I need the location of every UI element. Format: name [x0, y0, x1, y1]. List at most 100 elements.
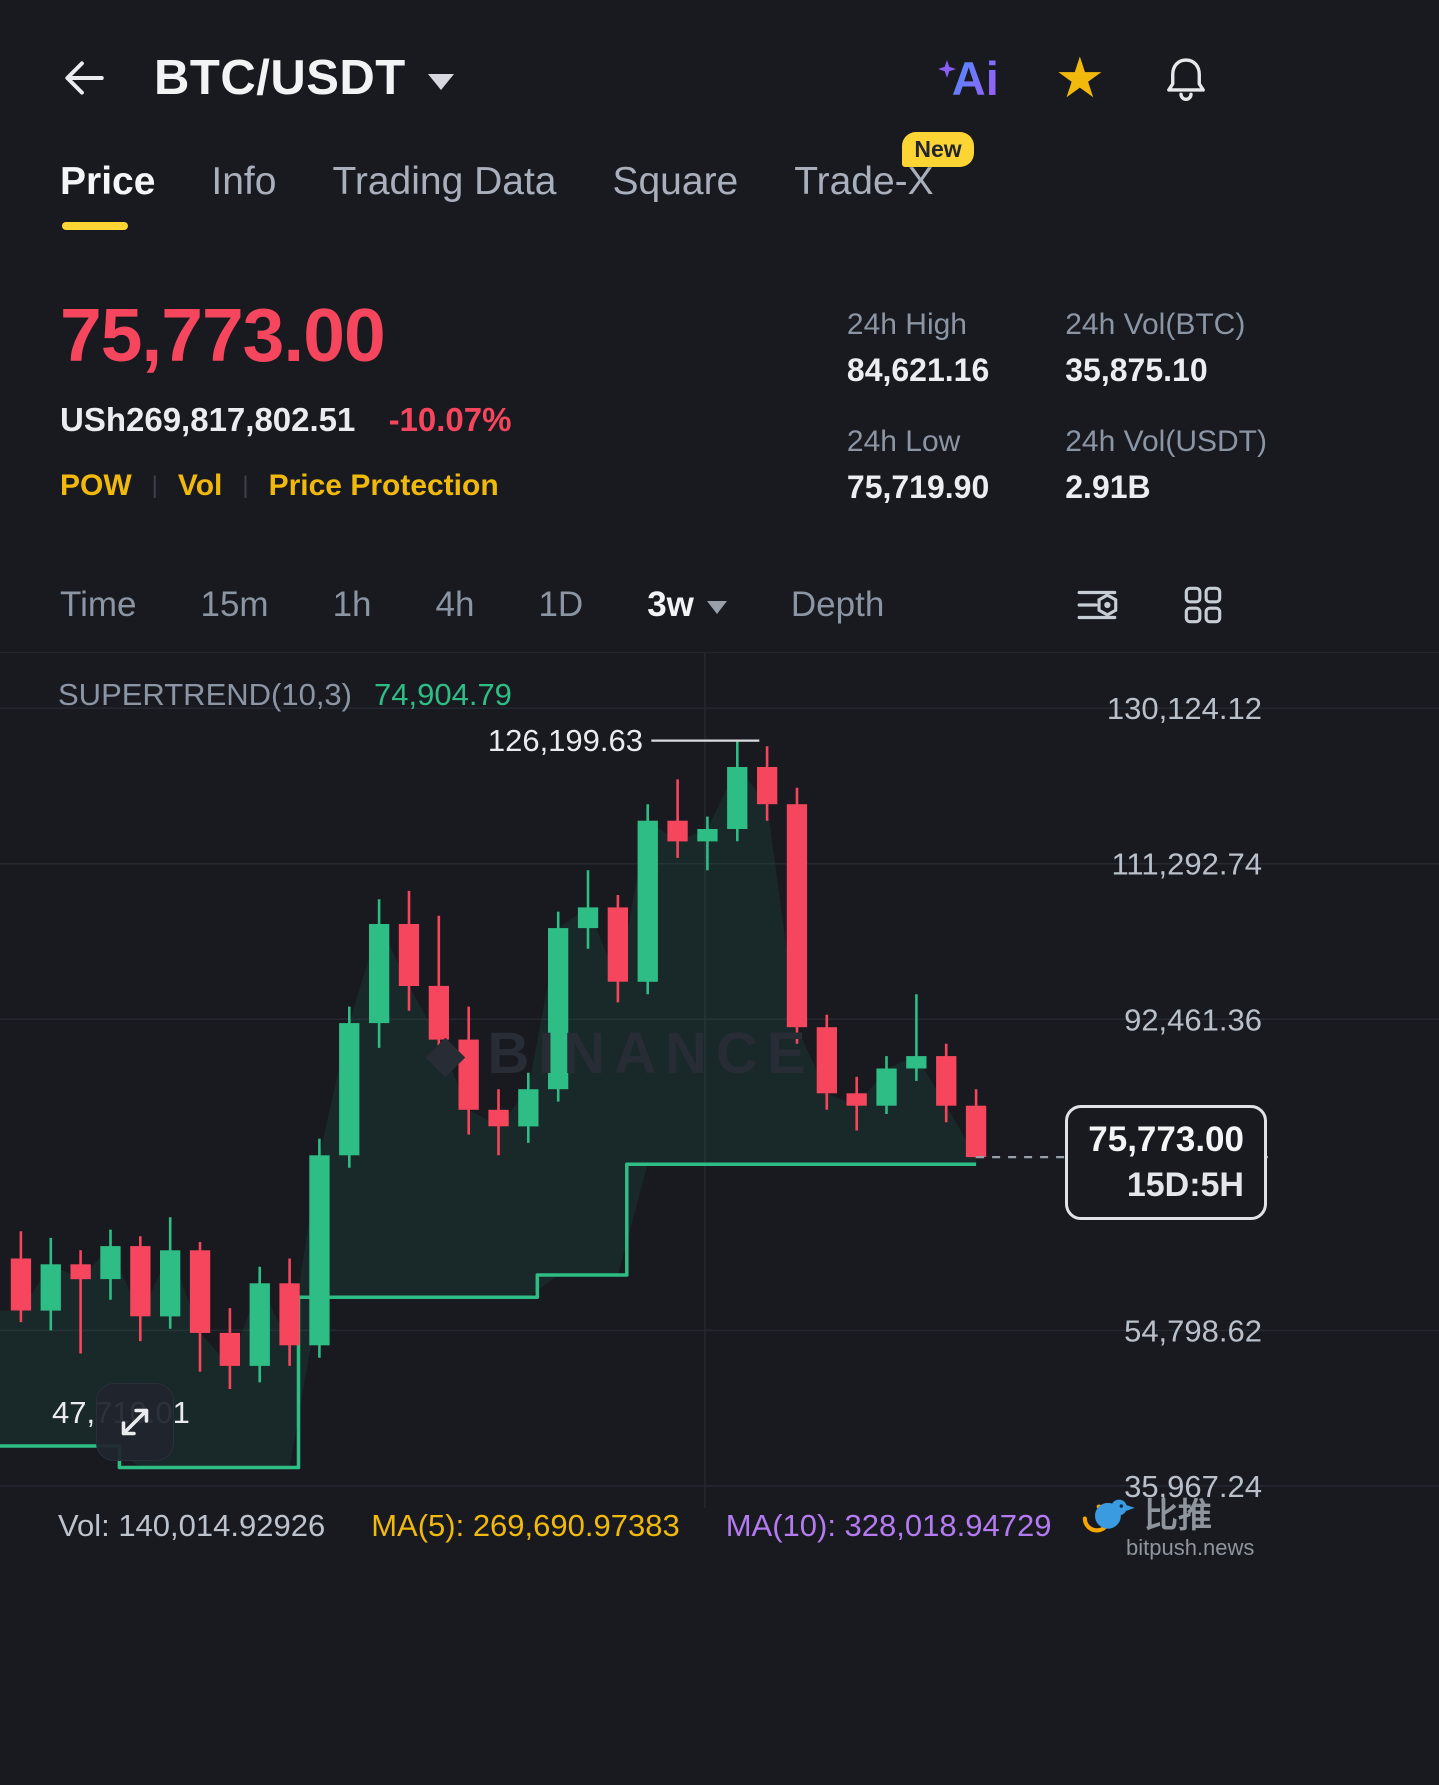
chart-tool-icons — [1073, 580, 1227, 630]
y-axis-label: 35,967.24 — [1124, 1469, 1262, 1504]
tf-15m[interactable]: 15m — [200, 585, 269, 624]
ai-assistant-button[interactable]: Ai — [951, 51, 999, 105]
stat-label: 24h Vol(USDT) — [1065, 425, 1267, 458]
candle-body — [577, 907, 599, 929]
notifications-button[interactable] — [1161, 53, 1211, 103]
stat-value: 2.91B — [1065, 469, 1151, 505]
candle-body — [816, 1027, 837, 1094]
candle-body — [249, 1283, 270, 1366]
tab-price-label: Price — [60, 160, 156, 203]
change-percent: -10.07% — [388, 401, 512, 438]
candle-body — [189, 1250, 211, 1333]
candle-body — [160, 1250, 181, 1317]
ma10-value: MA(10): 328,018.94729 — [725, 1508, 1052, 1543]
last-price: 75,773.00 — [60, 293, 386, 377]
stat-value: 35,875.10 — [1065, 352, 1208, 388]
indicator-row[interactable]: SUPERTREND(10,3) 74,904.79 — [58, 677, 512, 713]
timeframe-bar: Time 15m 1h 4h 1D 3w Depth — [60, 580, 1227, 630]
ai-sparkle-icon — [938, 60, 956, 78]
tf-selected-3w[interactable]: 3w — [647, 585, 727, 625]
tf-1h[interactable]: 1h — [332, 585, 372, 624]
tf-caret-icon — [706, 601, 727, 614]
supertrend-line — [0, 1162, 977, 1470]
new-badge: New — [902, 132, 974, 167]
app-header: BTC/USDT Ai ★ — [0, 30, 1439, 126]
chart-area[interactable]: 130,124.12 111,292.74 92,461.36 54,798.62 35… — [0, 652, 1439, 1508]
bitpush-logo-row: 比推 — [1078, 1488, 1254, 1537]
candle-body — [786, 804, 808, 1028]
stat-value: 84,621.16 — [846, 352, 990, 388]
tag-pow[interactable]: POW — [60, 469, 132, 502]
candle-body — [697, 829, 718, 842]
binance-diamond-icon: ◆ — [425, 1025, 466, 1083]
tab-trade-x[interactable]: Trade-X New — [794, 132, 974, 230]
current-price-value: 75,773.00 — [1088, 1120, 1244, 1159]
tf-1d[interactable]: 1D — [538, 585, 584, 624]
tf-selected-label: 3w — [647, 585, 694, 624]
candle-body — [70, 1264, 91, 1280]
tf-4h[interactable]: 4h — [435, 585, 475, 624]
volume-indicator-row[interactable]: Vol: 140,014.92926 MA(5): 269,690.97383 … — [58, 1508, 1439, 1544]
candle-body — [100, 1246, 121, 1280]
candle-body — [10, 1258, 32, 1311]
candle-body — [757, 767, 778, 805]
candle-body — [279, 1283, 300, 1346]
candle-body — [458, 1039, 479, 1110]
candle-body — [309, 1155, 330, 1346]
stat-24h-vol-btc: 24h Vol(BTC) 35,875.10 — [1065, 308, 1267, 389]
candle-body — [876, 1068, 897, 1106]
price-panel-left: 75,773.00 USh269,817,802.51 -10.07% POW … — [60, 298, 511, 506]
pair-selector[interactable]: BTC/USDT — [154, 50, 454, 106]
bitpush-bird-icon — [1082, 1499, 1135, 1533]
candle-body — [727, 767, 748, 829]
tab-info-label: Info — [211, 160, 277, 203]
fiat-row: USh269,817,802.51 -10.07% — [60, 401, 511, 439]
candle-body — [667, 820, 688, 842]
favorite-star-icon[interactable]: ★ — [1054, 46, 1105, 109]
candle-body — [398, 924, 420, 986]
pair-title: BTC/USDT — [154, 51, 406, 105]
candlestick-chart[interactable]: 130,124.12 111,292.74 92,461.36 54,798.62 35… — [0, 653, 1439, 1508]
back-button[interactable] — [60, 54, 108, 102]
indicators-button[interactable] — [1073, 580, 1123, 630]
candle-body — [130, 1246, 151, 1317]
fullscreen-button[interactable] — [96, 1383, 174, 1461]
tag-vol[interactable]: Vol — [177, 469, 223, 502]
candle-body — [906, 1056, 927, 1069]
bitpush-cn-label: 比推 — [1144, 1497, 1212, 1535]
tab-trading-data[interactable]: Trading Data — [332, 160, 556, 230]
back-arrow-icon — [65, 61, 104, 95]
candle-body — [219, 1332, 240, 1366]
tab-info[interactable]: Info — [211, 160, 276, 230]
tab-square-label: Square — [612, 160, 739, 203]
binance-watermark-text: BINANCE — [487, 1021, 815, 1086]
indicator-value: 74,904.79 — [374, 677, 512, 712]
pair-caret-icon — [427, 74, 454, 90]
tag-price-protection[interactable]: Price Protection — [268, 469, 499, 502]
price-panel: 75,773.00 USh269,817,802.51 -10.07% POW … — [60, 298, 1267, 506]
tf-time[interactable]: Time — [60, 585, 137, 624]
y-axis-label: 92,461.36 — [1124, 1002, 1262, 1037]
tab-price[interactable]: Price — [60, 160, 155, 230]
tag-separator: | — [151, 472, 158, 499]
active-tab-underline — [62, 222, 128, 230]
layout-button[interactable] — [1179, 581, 1227, 629]
candle-body — [40, 1264, 61, 1311]
candle-body — [936, 1056, 957, 1106]
candle-body — [339, 1023, 360, 1156]
candle-body — [607, 907, 628, 982]
binance-watermark: ◆ BINANCE — [425, 1025, 814, 1083]
y-axis-label: 130,124.12 — [1107, 691, 1262, 726]
stat-label: 24h High — [846, 308, 967, 341]
stat-24h-low: 24h Low 75,719.90 — [847, 425, 989, 506]
stat-label: 24h Low — [846, 425, 961, 458]
tf-depth[interactable]: Depth — [790, 585, 885, 624]
tag-separator: | — [242, 472, 249, 499]
stat-value: 75,719.90 — [846, 469, 990, 505]
bitpush-watermark: 比推 bitpush.news — [1078, 1488, 1254, 1561]
tab-square[interactable]: Square — [612, 160, 738, 230]
header-icons: Ai ★ — [938, 46, 1211, 109]
supertrend-fill — [0, 767, 977, 1468]
bitpush-site-label: bitpush.news — [1126, 1535, 1255, 1560]
indicator-settings-icon — [1077, 590, 1118, 620]
